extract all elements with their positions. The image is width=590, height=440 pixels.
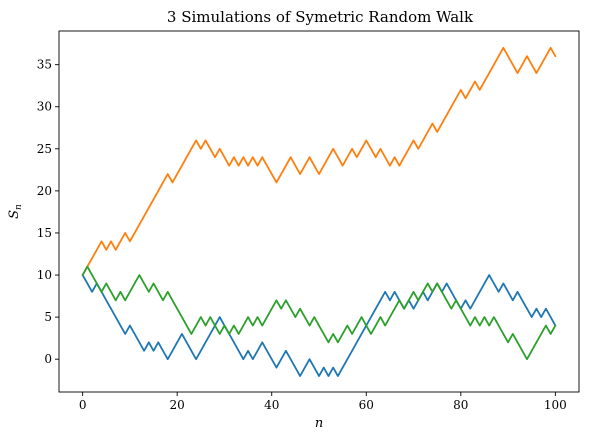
y-tick-label: 5 (44, 310, 52, 324)
x-tick-label: 60 (359, 398, 374, 412)
x-tick-label: 100 (544, 398, 567, 412)
series-line-1 (81, 274, 557, 377)
y-axis-label-subscript: n (14, 204, 24, 210)
y-tick-label: 25 (37, 142, 52, 156)
series-line-2 (81, 46, 557, 276)
x-tick-label: 0 (79, 398, 87, 412)
y-tick-label: 30 (37, 100, 52, 114)
x-tick-label: 80 (453, 398, 468, 412)
x-tick-label: 20 (170, 398, 185, 412)
y-tick-label: 10 (37, 268, 52, 282)
y-axis-label: Sn (7, 204, 24, 219)
y-tick-label: 0 (44, 352, 52, 366)
plot-frame (58, 30, 580, 393)
y-tick-label: 20 (37, 184, 52, 198)
y-tick-label: 15 (37, 226, 52, 240)
x-axis-ticks: 0 20 40 60 80 100 (79, 392, 567, 412)
y-axis-label-main: S (7, 210, 22, 219)
y-tick-label: 35 (37, 58, 52, 72)
y-axis-ticks: 0 5 10 15 20 25 30 35 (37, 58, 59, 366)
chart-title: 3 Simulations of Symetric Random Walk (167, 8, 474, 26)
series-line-3 (81, 265, 557, 361)
series-layer (81, 46, 557, 377)
x-axis-label: n (315, 416, 323, 431)
x-tick-label: 40 (264, 398, 279, 412)
